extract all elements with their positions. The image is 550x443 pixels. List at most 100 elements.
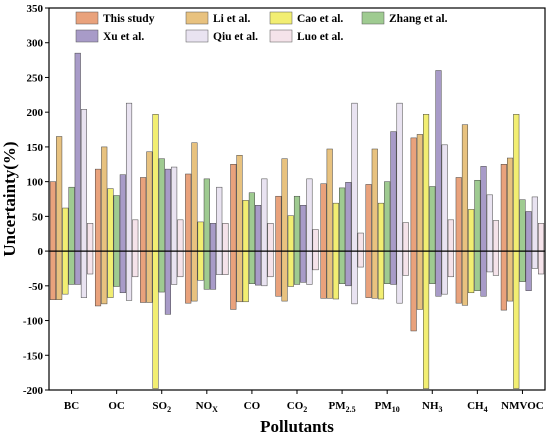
x-tick-label: CH4 <box>467 400 488 414</box>
bar-xu-et-al-upper <box>164 168 171 252</box>
bar-zhang-et-al-upper <box>519 199 526 252</box>
bar-xu-et-al-upper <box>255 205 262 252</box>
bar-this-study-lower <box>49 250 56 300</box>
bar-this-study-lower <box>455 250 462 304</box>
bar-luo-et-al-lower <box>357 250 364 268</box>
bar-zhang-et-al-upper <box>113 195 120 252</box>
bar-qiu-et-al-lower <box>396 250 403 304</box>
bar-luo-et-al-upper <box>357 232 364 252</box>
bar-cao-et-al-upper <box>423 114 430 252</box>
bar-this-study-lower <box>320 250 327 299</box>
bar-zhang-et-al-lower <box>158 250 165 293</box>
bar-luo-et-al-upper <box>492 220 500 252</box>
bar-xu-et-al-upper <box>74 52 81 252</box>
bar-qiu-et-al-lower <box>261 250 268 287</box>
bar-cao-et-al-lower <box>107 250 114 298</box>
bar-xu-et-al-lower <box>480 250 487 297</box>
bar-li-et-al-upper <box>236 154 243 252</box>
bar-this-study-upper <box>140 177 147 252</box>
bar-luo-et-al-lower <box>538 250 545 275</box>
bar-xu-et-al-upper <box>480 166 487 252</box>
bar-zhang-et-al-upper <box>248 192 255 252</box>
x-axis: BC OC SO2 NOX CO CO2 PM2.5 PM10 NH3 CH4 NMVOC <box>64 390 544 414</box>
legend-swatch <box>75 29 99 43</box>
bar-li-et-al-lower <box>461 250 469 306</box>
bar-cao-et-al-lower <box>242 250 249 303</box>
bar-qiu-et-al-upper <box>216 186 223 252</box>
bar-zhang-et-al-upper <box>474 179 481 252</box>
bar-luo-et-al-upper <box>132 219 139 252</box>
x-tick-label: PM10 <box>375 400 400 414</box>
bar-zhang-et-al-upper <box>293 195 301 252</box>
legend-label: Luo et al. <box>297 31 343 43</box>
bar-cao-et-al-upper <box>377 202 385 252</box>
bar-cao-et-al-upper <box>468 209 475 252</box>
bar-cao-et-al-upper <box>513 114 520 252</box>
bar-xu-et-al-lower <box>119 250 126 294</box>
bar-this-study-upper <box>275 195 282 252</box>
bar-this-study-upper <box>410 137 417 252</box>
bar-li-et-al-upper <box>326 148 333 252</box>
bar-xu-et-al-upper <box>119 174 126 252</box>
bar-li-et-al-lower <box>146 250 153 303</box>
bar-xu-et-al-lower <box>74 250 81 285</box>
bar-luo-et-al-lower <box>492 250 500 276</box>
bar-qiu-et-al-upper <box>441 144 448 252</box>
bar-zhang-et-al-lower <box>113 250 120 287</box>
bar-li-et-al-lower <box>191 250 198 302</box>
bar-li-et-al-upper <box>101 146 108 252</box>
bar-qiu-et-al-upper <box>351 102 358 252</box>
bar-luo-et-al-upper <box>312 229 319 252</box>
bar-luo-et-al-lower <box>267 250 274 278</box>
bar-luo-et-al-lower <box>132 250 139 278</box>
y-tick-label: 150 <box>27 142 44 154</box>
y-tick-label: 300 <box>27 38 44 50</box>
bar-this-study-lower <box>185 250 192 304</box>
bar-qiu-et-al-upper <box>306 178 313 252</box>
bar-this-study-upper <box>94 168 102 252</box>
x-tick-label: PM2.5 <box>329 400 356 414</box>
bar-cao-et-al-upper <box>287 215 294 252</box>
y-tick-label: -200 <box>23 385 44 397</box>
bar-cao-et-al-lower <box>287 250 294 287</box>
bar-xu-et-al-lower <box>390 250 397 285</box>
bar-qiu-et-al-lower <box>171 250 178 285</box>
bar-xu-et-al-upper <box>209 223 217 252</box>
x-axis-title: Pollutants <box>260 417 334 436</box>
x-tick-label: BC <box>64 400 79 412</box>
bar-zhang-et-al-upper <box>339 187 346 252</box>
bar-luo-et-al-lower <box>447 250 454 278</box>
bar-li-et-al-lower <box>507 250 514 302</box>
bar-qiu-et-al-lower <box>531 250 538 269</box>
bar-zhang-et-al-lower <box>384 250 391 284</box>
bar-qiu-et-al-lower <box>216 250 223 275</box>
y-tick-label: 200 <box>27 107 44 119</box>
bar-xu-et-al-upper <box>435 70 442 252</box>
bar-this-study-upper <box>365 184 372 252</box>
bar-cao-et-al-upper <box>152 114 159 252</box>
legend-swatch <box>75 11 99 25</box>
bar-li-et-al-upper <box>416 134 423 252</box>
bar-cao-et-al-lower <box>152 250 159 389</box>
bar-zhang-et-al-lower <box>519 250 526 282</box>
x-tick-label: SO2 <box>152 400 171 414</box>
y-tick-label: 100 <box>27 177 44 189</box>
bar-cao-et-al-lower <box>197 250 204 281</box>
bar-cao-et-al-upper <box>332 202 339 252</box>
bar-xu-et-al-lower <box>525 250 532 291</box>
bar-qiu-et-al-lower <box>80 250 87 298</box>
y-tick-label: 350 <box>27 3 44 15</box>
bar-xu-et-al-lower <box>255 250 262 286</box>
bar-qiu-et-al-upper <box>261 178 268 252</box>
bar-xu-et-al-lower <box>435 250 442 297</box>
bar-xu-et-al-upper <box>345 182 352 252</box>
bar-luo-et-al-upper <box>87 223 94 252</box>
bar-li-et-al-lower <box>371 250 378 299</box>
bar-luo-et-al-upper <box>447 219 454 252</box>
bar-li-et-al-upper <box>371 148 378 252</box>
bar-luo-et-al-upper <box>267 223 274 252</box>
bar-cao-et-al-upper <box>107 188 114 252</box>
bar-xu-et-al-upper <box>390 131 397 252</box>
bar-luo-et-al-lower <box>177 250 184 278</box>
